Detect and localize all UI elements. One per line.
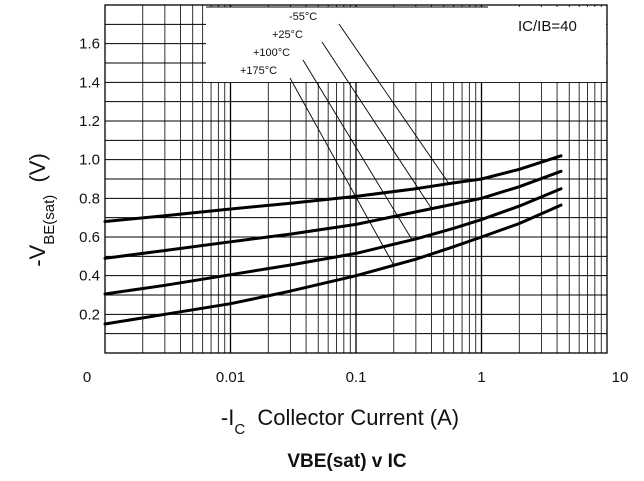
plot-grid xyxy=(105,5,607,353)
series-label: +175°C xyxy=(240,65,277,77)
x-tick-label: 10 xyxy=(612,369,629,386)
series-line xyxy=(103,169,563,260)
chart-title: VBE(sat) v IC xyxy=(287,451,407,472)
series-label: +100°C xyxy=(253,47,290,59)
y-axis-title: -VBE(sat) (V) xyxy=(25,153,58,267)
x-tick-label: 1 xyxy=(477,369,485,386)
series-label: -55°C xyxy=(289,11,317,23)
x-tick-label: 0 xyxy=(83,369,91,386)
series-line xyxy=(103,203,563,326)
x-axis-title: -IC Collector Current (A) xyxy=(221,405,459,438)
series-labels: IC/IB=40 -55°C +25°C +100°C +175°C xyxy=(206,6,606,266)
y-tick-label: 0.8 xyxy=(79,190,100,207)
plot-border xyxy=(104,4,608,354)
plot-frame xyxy=(104,4,608,354)
series-label: +25°C xyxy=(272,29,303,41)
series-leader-line xyxy=(338,23,450,184)
series-lines xyxy=(103,154,563,326)
y-tick-label: 0.6 xyxy=(79,229,100,246)
x-tick-label: 0.01 xyxy=(216,369,245,386)
y-tick-label: 1.0 xyxy=(79,152,100,169)
y-tick-label: 1.6 xyxy=(79,36,100,53)
series-leader-line xyxy=(302,59,413,241)
x-tick-label: 0.1 xyxy=(346,369,367,386)
series-line xyxy=(103,187,563,296)
condition-box-background xyxy=(488,7,604,43)
y-tick-label: 0.4 xyxy=(79,268,100,285)
condition-label: IC/IB=40 xyxy=(518,18,577,35)
series-leader-line xyxy=(289,77,395,266)
y-tick-label: 0.2 xyxy=(79,306,100,323)
series-leader-line xyxy=(321,41,432,209)
series-line xyxy=(103,154,563,223)
y-tick-label: 1.2 xyxy=(79,113,100,130)
tick-labels: 0.2 0.4 0.6 0.8 1.0 1.2 1.4 1.6 0 0.01 0.1 1 10 xyxy=(79,36,628,386)
y-tick-label: 1.4 xyxy=(79,74,100,91)
